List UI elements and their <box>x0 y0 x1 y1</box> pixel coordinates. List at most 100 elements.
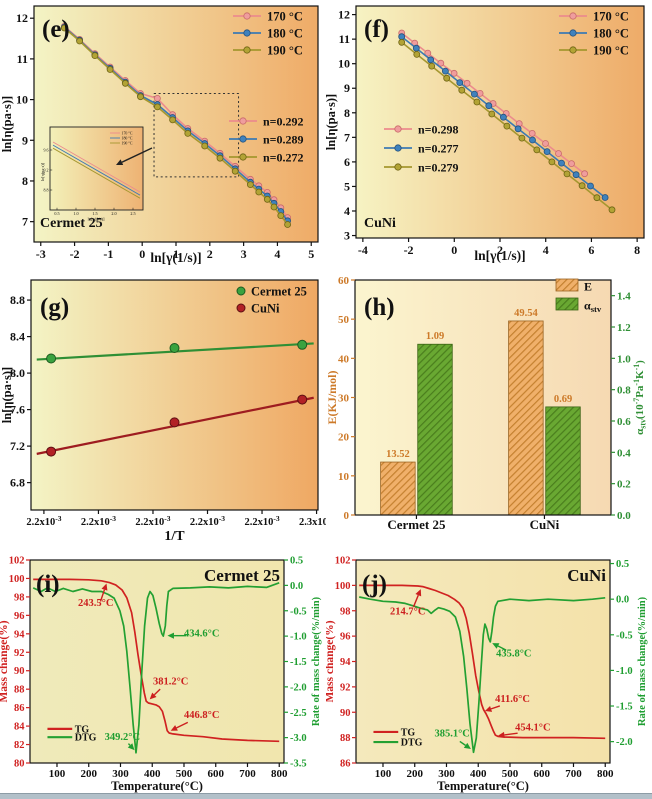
svg-text:1.5: 1.5 <box>92 211 97 216</box>
svg-text:180 °C: 180 °C <box>122 137 133 141</box>
svg-text:8: 8 <box>344 106 350 120</box>
svg-text:4: 4 <box>543 243 549 257</box>
annotation-214.7°C: 214.7°C <box>390 589 425 618</box>
svg-text:2.2x10-3: 2.2x10-3 <box>81 514 116 528</box>
svg-text:CuNi: CuNi <box>251 302 280 316</box>
svg-text:-0.5: -0.5 <box>290 606 307 617</box>
plot-area <box>31 280 318 510</box>
svg-text:94: 94 <box>340 657 351 668</box>
svg-text:8.4: 8.4 <box>10 330 25 344</box>
svg-text:90: 90 <box>14 666 25 677</box>
annotation-385.1°C: 385.1°C <box>434 728 471 750</box>
svg-text:243.5°C: 243.5°C <box>78 598 113 609</box>
svg-text:96: 96 <box>14 611 25 622</box>
svg-text:385.1°C: 385.1°C <box>434 728 469 739</box>
svg-text:1: 1 <box>173 247 179 261</box>
svg-text:2.2x10-3: 2.2x10-3 <box>26 514 61 528</box>
panel-g-arrhenius: 2.2x10-3 2.2x10-3 2.2x10-3 2.2x10-3 2.2x10-3… <box>0 279 326 544</box>
svg-text:n=0.277: n=0.277 <box>418 142 459 156</box>
svg-text:n=0.272: n=0.272 <box>263 151 304 165</box>
annotation-349.2°C: 349.2°C <box>105 732 140 751</box>
svg-text:11: 11 <box>339 32 350 46</box>
svg-text:50: 50 <box>338 314 350 326</box>
panel-letter: (g) <box>40 294 69 321</box>
svg-text:2: 2 <box>497 243 503 257</box>
svg-text:-3.5: -3.5 <box>290 759 307 770</box>
panel-letter: (e) <box>42 16 70 43</box>
svg-text:102: 102 <box>9 556 25 567</box>
svg-text:180 °C: 180 °C <box>593 27 629 41</box>
svg-text:6: 6 <box>344 155 350 169</box>
annotation-381.2°C: 381.2°C <box>149 677 188 700</box>
panel-j-tg-dtg-cuni: 100 200 300 400 500 600 700 800 86 88 90 92 94 96 98 10… <box>326 556 648 794</box>
svg-text:12: 12 <box>338 8 350 22</box>
svg-text:-1.5: -1.5 <box>290 657 307 668</box>
right-axis-label: Rate of mass change(%/min) <box>311 596 322 726</box>
svg-text:9.6: 9.6 <box>44 148 49 153</box>
x-axis-label: Temperature(°C) <box>111 779 203 793</box>
svg-text:30: 30 <box>338 393 350 405</box>
inset-y-label: ln[η(pa·s)] <box>40 162 45 181</box>
svg-text:2.2x10-3: 2.2x10-3 <box>244 514 279 528</box>
svg-text:0: 0 <box>451 243 457 257</box>
svg-text:2.0: 2.0 <box>111 211 116 216</box>
svg-text:200: 200 <box>406 768 423 780</box>
svg-text:190 °C: 190 °C <box>122 142 133 146</box>
category-label: Cermet 25 <box>387 517 446 532</box>
svg-text:-1.0: -1.0 <box>290 632 307 643</box>
svg-text:0.6: 0.6 <box>617 416 631 428</box>
svg-text:600: 600 <box>533 768 550 780</box>
svg-text:1.2: 1.2 <box>617 322 631 334</box>
annotation-446.8°C: 446.8°C <box>170 710 219 731</box>
svg-text:170 °C: 170 °C <box>593 10 629 24</box>
svg-text:100: 100 <box>375 768 392 780</box>
svg-text:-2.0: -2.0 <box>616 737 633 748</box>
svg-text:60: 60 <box>338 275 350 287</box>
dtg-curve <box>359 596 606 754</box>
svg-text:E: E <box>584 280 592 294</box>
svg-text:11: 11 <box>17 52 28 66</box>
bar-value-alpha: 1.09 <box>426 331 444 342</box>
svg-text:3: 3 <box>241 247 247 261</box>
panel-letter: (f) <box>364 16 389 43</box>
left-axis-label: E(KJ/mol) <box>326 371 339 425</box>
panel-h-activation-energy-bars: 13.52 1.09 Cermet 25 49.54 0.69 CuNi 0 10 20 30 40… <box>326 275 648 532</box>
svg-text:αstv: αstv <box>584 299 602 315</box>
bar-E-CuNi <box>508 320 544 516</box>
svg-text:5: 5 <box>308 247 314 261</box>
panel-letter: (j) <box>362 571 387 598</box>
svg-text:TG: TG <box>75 724 90 735</box>
series-CuNi <box>36 394 314 457</box>
svg-text:98: 98 <box>340 606 351 617</box>
y-axis-label: ln[η(pa·s)] <box>0 96 14 152</box>
svg-text:96: 96 <box>340 632 351 643</box>
svg-text:n=0.298: n=0.298 <box>418 123 459 137</box>
right-axis-label: αstv(10-7Pa-1K-1) <box>632 360 648 435</box>
svg-text:-1.0: -1.0 <box>616 666 633 677</box>
annotation-435.8°C: 435.8°C <box>492 643 532 659</box>
x-axis-label: Temperature(°C) <box>437 779 529 793</box>
annotation-434.6°C: 434.6°C <box>167 629 219 640</box>
svg-text:2.5: 2.5 <box>130 211 135 216</box>
svg-text:88: 88 <box>340 733 351 744</box>
bar-value-E: 49.54 <box>514 308 538 319</box>
svg-text:0.0: 0.0 <box>617 510 631 522</box>
svg-text:DTG: DTG <box>75 733 97 744</box>
bar-value-E: 13.52 <box>386 449 410 460</box>
svg-text:300: 300 <box>112 768 129 780</box>
svg-text:6: 6 <box>588 243 594 257</box>
svg-text:-1.5: -1.5 <box>616 702 633 713</box>
svg-text:84: 84 <box>14 722 25 733</box>
svg-text:1.0: 1.0 <box>73 211 78 216</box>
svg-text:40: 40 <box>338 353 350 365</box>
series-180C <box>398 33 609 201</box>
svg-text:2.3x10-3: 2.3x10-3 <box>299 514 326 528</box>
left-axis-label: Mass change(%) <box>0 620 10 702</box>
svg-text:100: 100 <box>49 768 66 780</box>
svg-text:TG: TG <box>401 727 416 738</box>
inset-x-label: ln[γ(1/s)] <box>87 217 105 222</box>
annotation-454.1°C: 454.1°C <box>497 723 551 738</box>
